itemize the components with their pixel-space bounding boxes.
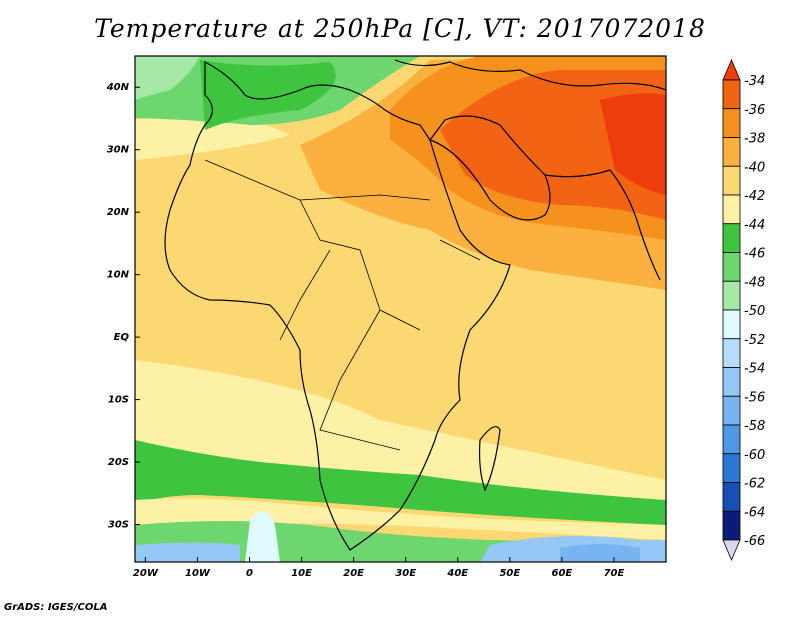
lon-tick-label: 20E: [343, 568, 364, 579]
field-cyan-plume: [245, 511, 280, 562]
colorbar-swatch: [722, 79, 741, 110]
credit-label: GrADS: IGES/COLA: [4, 602, 108, 613]
lon-tick-label: 30E: [395, 568, 416, 579]
field-red: [600, 93, 666, 195]
coastlines: [164, 59, 666, 551]
arabia-coast: [429, 115, 551, 221]
colorbar-level-label: -54: [744, 362, 765, 377]
colorbar-level-label: -34: [744, 74, 765, 89]
india-coast: [544, 169, 661, 281]
africa-coast: [164, 61, 511, 551]
field-pale-south: [135, 360, 666, 520]
lon-tick-label: 40E: [446, 568, 468, 579]
field-darkgreen-med: [200, 60, 336, 130]
lat-tick-label: EQ: [114, 332, 130, 343]
colorbar-swatch: [722, 137, 741, 167]
field-lightgreen-atl: [135, 56, 200, 100]
colorbar-level-label: -58: [744, 419, 765, 434]
colorbar-level-label: -42: [744, 189, 765, 204]
lon-tick-label: 60E: [552, 568, 573, 579]
colorbar-swatch: [722, 223, 741, 253]
colorbar-level-label: -38: [744, 132, 765, 147]
axis-ticks: 20W 10W 0 10E 20E 30E 40E 50E 60E 70E 40N 30N 20N 10N…: [106, 82, 625, 579]
colorbar-level-label: -64: [744, 505, 765, 520]
field-blue-deep: [560, 544, 640, 562]
lon-tick-label: 70E: [604, 568, 625, 579]
colorbar-top-arrow: [722, 58, 741, 81]
temperature-field: [135, 56, 666, 562]
colorbar-swatch: [722, 482, 741, 512]
colorbar-swatch: [722, 165, 741, 196]
lon-tick-label: 10E: [291, 568, 312, 579]
madagascar-coast: [478, 426, 501, 492]
colorbar-swatch: [722, 338, 741, 368]
colorbar-swatch: [722, 395, 741, 426]
lat-tick-label: 10N: [107, 270, 130, 281]
country-borders: [204, 159, 481, 451]
lat-tick-label: 20S: [108, 457, 129, 468]
colorbar-swatch: [722, 453, 741, 483]
colorbar-swatch: [722, 367, 741, 397]
colorbar-level-label: -52: [744, 333, 765, 348]
field-blue-sw: [135, 542, 240, 562]
colorbar-level-label: -36: [744, 103, 765, 118]
colorbar-level-label: -66: [744, 534, 765, 549]
colorbar-bottom-arrow: [722, 539, 741, 562]
colorbar-level-label: -48: [744, 275, 765, 290]
colorbar-swatch: [722, 510, 741, 541]
colorbar-level-label: -50: [744, 304, 765, 319]
field-pale-subtropic: [135, 498, 666, 540]
lon-tick-label: 10W: [185, 568, 211, 579]
colorbar-swatch: [722, 309, 741, 340]
lon-tick-label: 20W: [133, 568, 159, 579]
lat-tick-label: 20N: [107, 207, 130, 218]
lon-tick-label: 0: [246, 568, 253, 579]
lat-tick-label: 30S: [108, 520, 129, 531]
colorbar-level-label: -46: [744, 247, 765, 262]
colorbar-level-label: -62: [744, 477, 765, 492]
colorbar: -34 -36 -38 -40 -42 -44 -46 -48 -50 -52 -54 -56 -58 -…: [722, 58, 765, 562]
colorbar-level-label: -56: [744, 390, 765, 405]
eurasia-coast: [394, 59, 666, 91]
lon-tick-label: 50E: [499, 568, 520, 579]
lat-tick-label: 30N: [107, 145, 130, 156]
colorbar-swatch: [722, 252, 741, 282]
field-green-south: [135, 440, 666, 525]
colorbar-swatch: [722, 280, 741, 311]
colorbar-level-label: -40: [744, 160, 765, 175]
plot-frame: [134, 55, 667, 563]
colorbar-swatch: [722, 194, 741, 225]
colorbar-swatch: [722, 424, 741, 455]
chart-title: Temperature at 250hPa [C], VT: 201707201…: [94, 14, 706, 43]
lat-tick-label: 10S: [108, 395, 129, 406]
lat-tick-label: 40N: [106, 82, 130, 93]
colorbar-swatch: [722, 108, 741, 138]
colorbar-level-label: -44: [744, 218, 765, 233]
colorbar-level-label: -60: [744, 448, 765, 463]
